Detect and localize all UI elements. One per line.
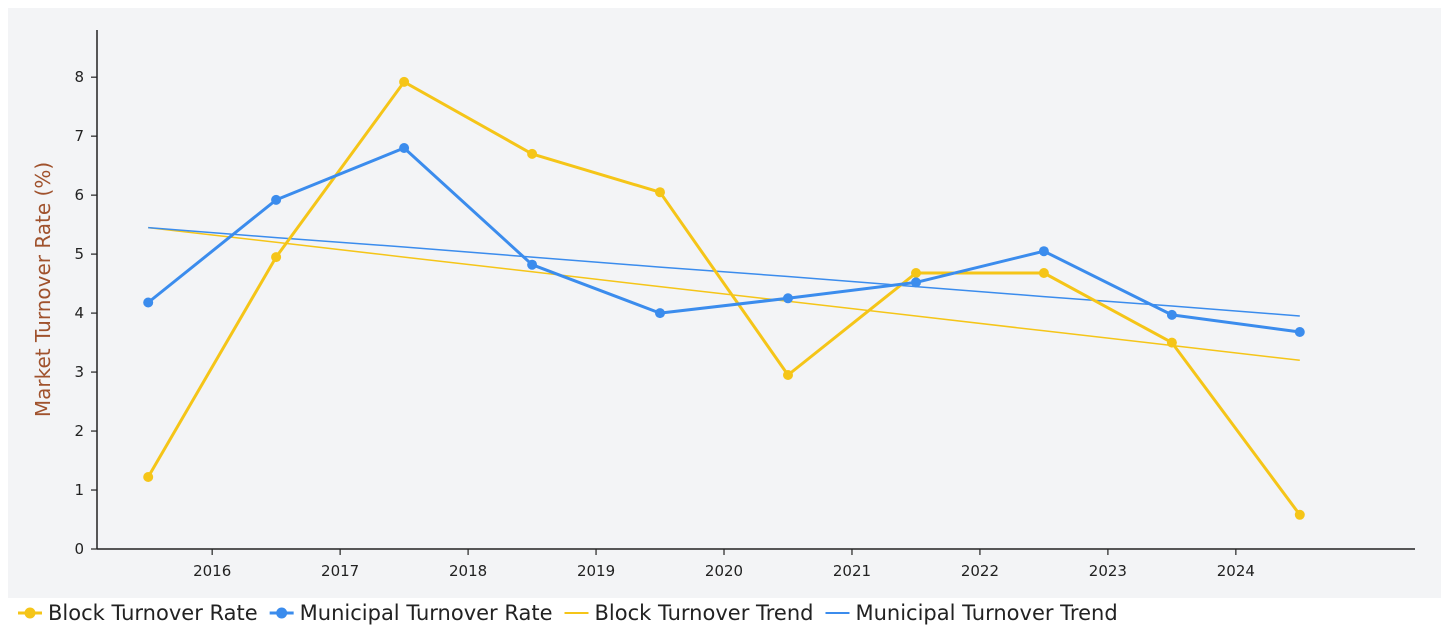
municipal-turnover-rate-point[interactable] [527, 259, 538, 270]
y-tick-label: 5 [74, 245, 84, 263]
block-turnover-rate-point[interactable] [1294, 509, 1305, 520]
trend-lines [148, 226, 1300, 362]
x-tick-label: 2020 [705, 562, 743, 580]
x-tick-label: 2019 [577, 562, 615, 580]
x-tick-label: 2022 [961, 562, 999, 580]
block-turnover-rate-point[interactable] [1038, 268, 1049, 278]
block-turnover-rate-point[interactable] [143, 472, 154, 482]
block-turnover-rate-line [146, 80, 1302, 516]
legend[interactable]: Block Turnover Rate Municipal Turnover Ra… [18, 601, 1118, 625]
municipal-turnover-rate-point[interactable] [655, 308, 665, 319]
legend-label: Block Turnover Rate [48, 601, 258, 625]
municipal-turnover-trend-line [148, 226, 1300, 317]
block-turnover-rate-point[interactable] [271, 252, 282, 263]
y-tick-label: 0 [74, 540, 84, 558]
block-turnover-rate-point[interactable] [527, 148, 538, 159]
municipal-turnover-rate-point[interactable] [399, 143, 410, 153]
y-tick-label: 3 [74, 363, 84, 381]
y-axis-title: Market Turnover Rate (%) [31, 162, 55, 417]
municipal-turnover-rate-point[interactable] [1166, 309, 1177, 320]
y-tick-label: 7 [74, 127, 84, 145]
municipal-turnover-rate-point[interactable] [271, 194, 282, 205]
block-turnover-rate-point[interactable] [1166, 337, 1177, 348]
legend-label: Municipal Turnover Rate [300, 601, 553, 625]
municipal-turnover-rate-point[interactable] [1294, 327, 1305, 337]
x-tick-label: 2021 [833, 562, 871, 580]
x-tick-label: 2018 [449, 562, 487, 580]
block-turnover-rate-point[interactable] [655, 187, 665, 198]
y-tick-label: 8 [74, 68, 84, 86]
municipal-turnover-rate-line [147, 146, 1300, 334]
y-tick-label: 1 [74, 481, 84, 499]
legend-item-block-turnover-trend[interactable]: Block Turnover Trend [564, 601, 814, 625]
y-tick-label: 2 [74, 422, 84, 440]
axes: 0 1 2 3 4 5 6 7 8 2016 2017 2018 2019 2020 2021 2022 202… [74, 30, 1415, 580]
municipal-turnover-rate-point[interactable] [143, 297, 154, 308]
x-tick-label: 2023 [1089, 562, 1127, 580]
legend-marker [276, 607, 288, 619]
legend-item-municipal-turnover-trend[interactable]: Municipal Turnover Trend [825, 601, 1118, 625]
legend-marker [24, 607, 36, 619]
series-lines [143, 76, 1305, 520]
x-tick-label: 2024 [1217, 562, 1255, 580]
block-turnover-trend-line [148, 226, 1300, 362]
x-tick-label: 2016 [193, 562, 231, 580]
municipal-turnover-rate-point[interactable] [1038, 246, 1049, 257]
y-tick-label: 6 [74, 186, 84, 204]
x-tick-label: 2017 [321, 562, 359, 580]
municipal-turnover-rate-point[interactable] [783, 293, 793, 304]
legend-item-municipal-turnover-rate[interactable]: Municipal Turnover Rate [269, 601, 553, 625]
legend-label: Block Turnover Trend [595, 601, 814, 625]
legend-item-block-turnover-rate[interactable]: Block Turnover Rate [18, 601, 258, 625]
block-turnover-rate-point[interactable] [783, 370, 793, 380]
block-turnover-rate-point[interactable] [399, 76, 410, 87]
y-tick-label: 4 [74, 304, 84, 322]
municipal-turnover-rate-point[interactable] [911, 277, 921, 288]
block-turnover-rate-point[interactable] [911, 268, 921, 278]
legend-label: Municipal Turnover Trend [855, 601, 1117, 625]
plot-area [8, 8, 1441, 598]
